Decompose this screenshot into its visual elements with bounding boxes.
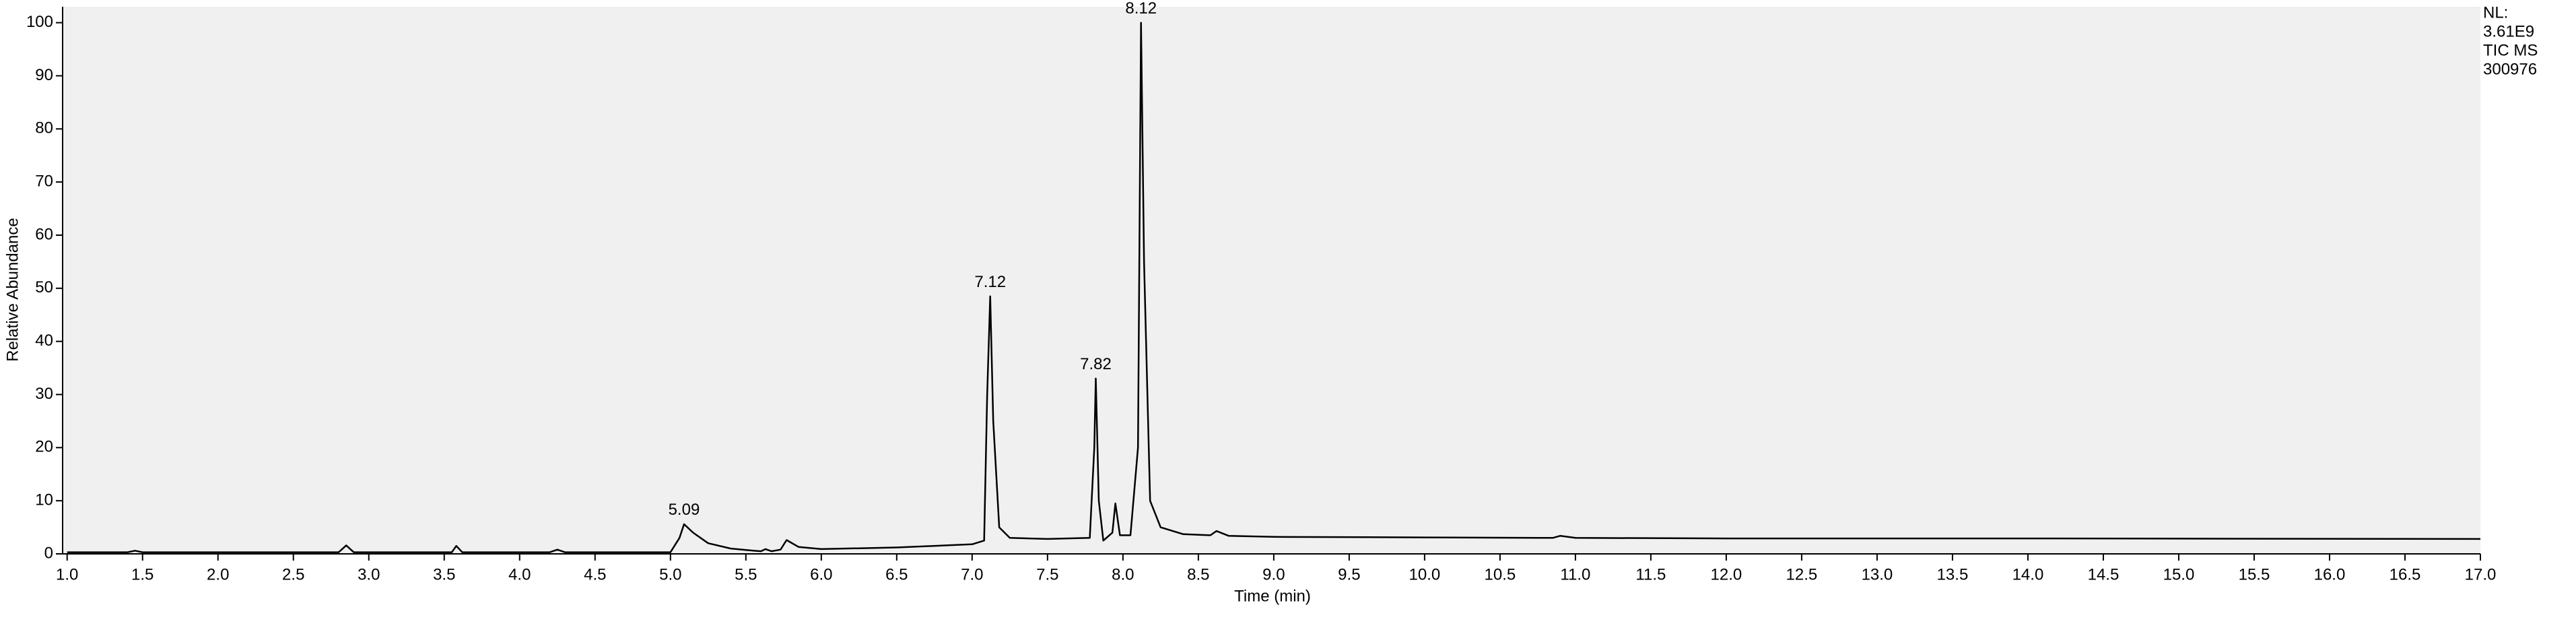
y-tick-label: 0: [44, 544, 53, 562]
x-tick-label: 1.5: [131, 565, 154, 584]
x-tick-label: 15.0: [2163, 565, 2195, 584]
side-label: TIC MS: [2483, 41, 2538, 59]
x-tick-label: 3.5: [433, 565, 455, 584]
x-tick-label: 14.5: [2088, 565, 2120, 584]
x-tick-label: 4.0: [508, 565, 531, 584]
x-tick-label: 16.5: [2389, 565, 2421, 584]
x-tick-label: 7.5: [1036, 565, 1058, 584]
x-tick-label: 7.0: [961, 565, 983, 584]
y-tick-label: 10: [35, 491, 53, 509]
x-tick-label: 2.0: [207, 565, 229, 584]
y-tick-label: 90: [35, 66, 53, 84]
side-label: 300976: [2483, 60, 2537, 78]
x-tick-label: 1.0: [56, 565, 78, 584]
x-tick-label: 8.0: [1112, 565, 1134, 584]
x-axis-title: Time (min): [1234, 587, 1311, 605]
x-tick-label: 10.5: [1485, 565, 1516, 584]
y-axis-title: Relative Abundance: [3, 218, 22, 362]
x-tick-label: 9.5: [1338, 565, 1360, 584]
x-tick-label: 4.5: [584, 565, 606, 584]
x-tick-label: 9.0: [1262, 565, 1285, 584]
x-tick-label: 6.0: [810, 565, 832, 584]
x-tick-label: 12.0: [1711, 565, 1742, 584]
peak-label: 8.12: [1125, 0, 1157, 18]
x-tick-label: 11.0: [1560, 565, 1590, 584]
y-tick-label: 100: [26, 13, 53, 31]
x-tick-label: 11.5: [1635, 565, 1666, 584]
y-tick-label: 20: [35, 438, 53, 456]
plot-area: [63, 7, 2480, 554]
y-tick-label: 80: [35, 119, 53, 137]
x-tick-label: 10.0: [1409, 565, 1441, 584]
y-tick-label: 60: [35, 225, 53, 243]
x-tick-label: 5.0: [659, 565, 681, 584]
y-tick-label: 30: [35, 385, 53, 403]
x-tick-label: 13.5: [1937, 565, 1969, 584]
x-tick-label: 12.5: [1786, 565, 1818, 584]
trace: [67, 22, 2481, 553]
y-tick-label: 40: [35, 332, 53, 350]
side-label: NL:: [2483, 3, 2508, 22]
x-tick-label: 14.0: [2012, 565, 2044, 584]
x-tick-label: 6.5: [885, 565, 908, 584]
x-tick-label: 17.0: [2465, 565, 2497, 584]
peak-label: 5.09: [669, 501, 700, 519]
peak-label: 7.82: [1080, 355, 1112, 373]
x-tick-label: 13.0: [1862, 565, 1893, 584]
x-tick-label: 2.5: [282, 565, 304, 584]
y-tick-label: 70: [35, 172, 53, 190]
x-tick-label: 15.5: [2239, 565, 2270, 584]
peak-label: 7.12: [974, 273, 1006, 291]
x-tick-label: 3.0: [358, 565, 380, 584]
y-tick-label: 50: [35, 278, 53, 296]
side-label: 3.61E9: [2483, 22, 2534, 40]
x-tick-label: 16.0: [2314, 565, 2346, 584]
x-tick-label: 5.5: [735, 565, 757, 584]
x-tick-label: 8.5: [1187, 565, 1209, 584]
